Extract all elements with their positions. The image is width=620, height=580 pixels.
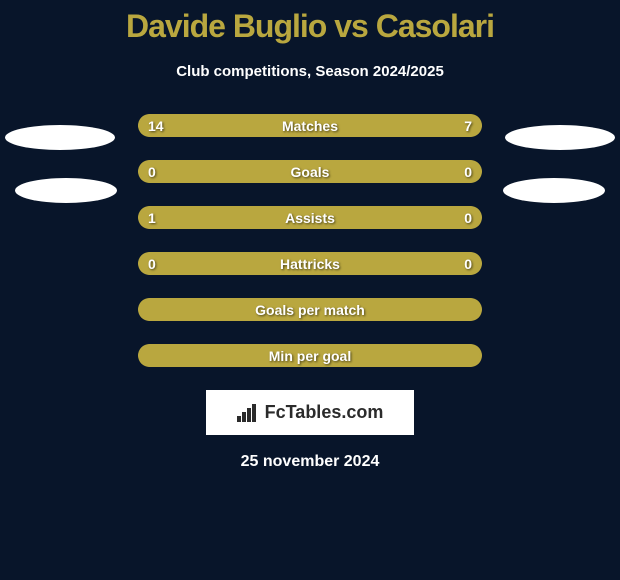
page-title: Davide Buglio vs Casolari bbox=[0, 0, 620, 45]
stat-value-left: 14 bbox=[148, 118, 164, 134]
chart-icon bbox=[237, 404, 259, 422]
stat-row: Goals per match bbox=[138, 298, 482, 321]
stat-value-right: 0 bbox=[464, 164, 472, 180]
stat-label: Goals per match bbox=[255, 302, 365, 318]
page-subtitle: Club competitions, Season 2024/2025 bbox=[0, 63, 620, 80]
stat-label: Matches bbox=[282, 118, 338, 134]
stats-container: Matches147Goals00Assists10Hattricks00Goa… bbox=[138, 114, 482, 367]
stat-value-right: 7 bbox=[464, 118, 472, 134]
stat-label: Goals bbox=[291, 164, 330, 180]
player-image-right-1 bbox=[505, 125, 615, 150]
stat-row: Matches 14 7 bbox=[138, 114, 482, 137]
stat-row: Min per goal bbox=[138, 344, 482, 367]
player-image-right-2 bbox=[503, 178, 605, 203]
stat-value-left: 0 bbox=[148, 256, 156, 272]
stat-value-left: 0 bbox=[148, 164, 156, 180]
stat-row: Assists 1 0 bbox=[138, 206, 482, 229]
stat-value-right: 0 bbox=[464, 256, 472, 272]
stat-label: Min per goal bbox=[269, 348, 351, 364]
stat-row: Hattricks 0 0 bbox=[138, 252, 482, 275]
stat-label: Hattricks bbox=[280, 256, 340, 272]
brand-text: FcTables.com bbox=[265, 402, 384, 423]
stat-row: Goals 0 0 bbox=[138, 160, 482, 183]
player-image-left-2 bbox=[15, 178, 117, 203]
stat-label: Assists bbox=[285, 210, 335, 226]
footer-date: 25 november 2024 bbox=[0, 453, 620, 471]
player-image-left-1 bbox=[5, 125, 115, 150]
stat-bar-left bbox=[138, 206, 403, 229]
brand-badge: FcTables.com bbox=[206, 390, 414, 435]
stat-value-right: 0 bbox=[464, 210, 472, 226]
stat-value-left: 1 bbox=[148, 210, 156, 226]
